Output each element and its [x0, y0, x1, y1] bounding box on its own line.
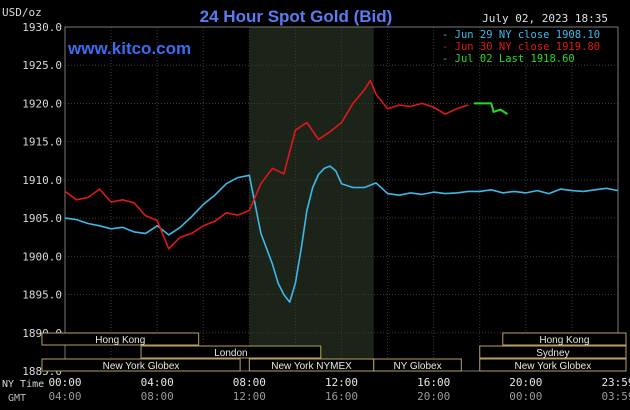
unit-label: USD/oz	[2, 6, 42, 19]
x-tick-label-gmt: 20:00	[417, 390, 450, 403]
nymex-highlight-band	[249, 27, 374, 371]
x-tick-label-ny: 23:59	[601, 376, 630, 389]
session-label: New York Globex	[103, 361, 180, 372]
x-tick-label-ny: 16:00	[417, 376, 450, 389]
legend-entry: - Jun 30 NY close 1919.80	[442, 41, 600, 53]
series-line-3	[474, 102, 508, 115]
session-bar	[479, 345, 627, 359]
y-tick-label: 1905.0	[22, 212, 62, 225]
x-tick-label-gmt: 03:59	[601, 390, 630, 403]
session-label: Hong Kong	[539, 335, 589, 346]
series-line-1	[64, 165, 619, 304]
y-tick-label: 1930.0	[22, 21, 62, 34]
y-tick-label: 1915.0	[22, 136, 62, 149]
x-tick-label-gmt: 04:00	[48, 390, 81, 403]
session-bar	[502, 332, 627, 346]
x-tick-label-ny: 20:00	[509, 376, 542, 389]
x-tick-label-ny: 00:00	[48, 376, 81, 389]
session-label: Hong Kong	[95, 335, 145, 346]
chart-title: 24 Hour Spot Gold (Bid)	[200, 7, 393, 26]
session-label: London	[214, 348, 247, 359]
session-label: Sydney	[536, 348, 569, 359]
timestamp: July 02, 2023 18:35	[482, 12, 608, 25]
session-bar	[140, 345, 322, 359]
y-tick-label: 1900.0	[22, 250, 62, 263]
x-tick-label-ny: 08:00	[233, 376, 266, 389]
x-tick-label-gmt: 12:00	[233, 390, 266, 403]
series-line-2	[64, 79, 469, 250]
y-tick-label: 1920.0	[22, 97, 62, 110]
x-caption-ny: NY Time	[2, 379, 44, 390]
session-label: New York Globex	[515, 361, 592, 372]
session-bar	[479, 358, 627, 372]
x-tick-label-gmt: 00:00	[509, 390, 542, 403]
x-tick-label-ny: 04:00	[141, 376, 174, 389]
legend-entry: - Jul 02 Last 1918.60	[442, 53, 575, 65]
x-caption-gmt: GMT	[8, 393, 26, 404]
session-label: NY Globex	[393, 361, 441, 372]
x-tick-label-ny: 12:00	[325, 376, 358, 389]
session-label: New York NYMEX	[271, 361, 352, 372]
y-tick-label: 1895.0	[22, 289, 62, 302]
session-bar	[41, 332, 200, 346]
y-tick-label: 1910.0	[22, 174, 62, 187]
x-tick-label-gmt: 08:00	[141, 390, 174, 403]
legend-entry: - Jun 29 NY close 1908.10	[442, 29, 600, 41]
session-bar	[41, 358, 241, 372]
y-tick-label: 1925.0	[22, 59, 62, 72]
session-bar	[373, 358, 462, 372]
watermark: www.kitco.com	[67, 39, 191, 58]
x-tick-label-gmt: 16:00	[325, 390, 358, 403]
